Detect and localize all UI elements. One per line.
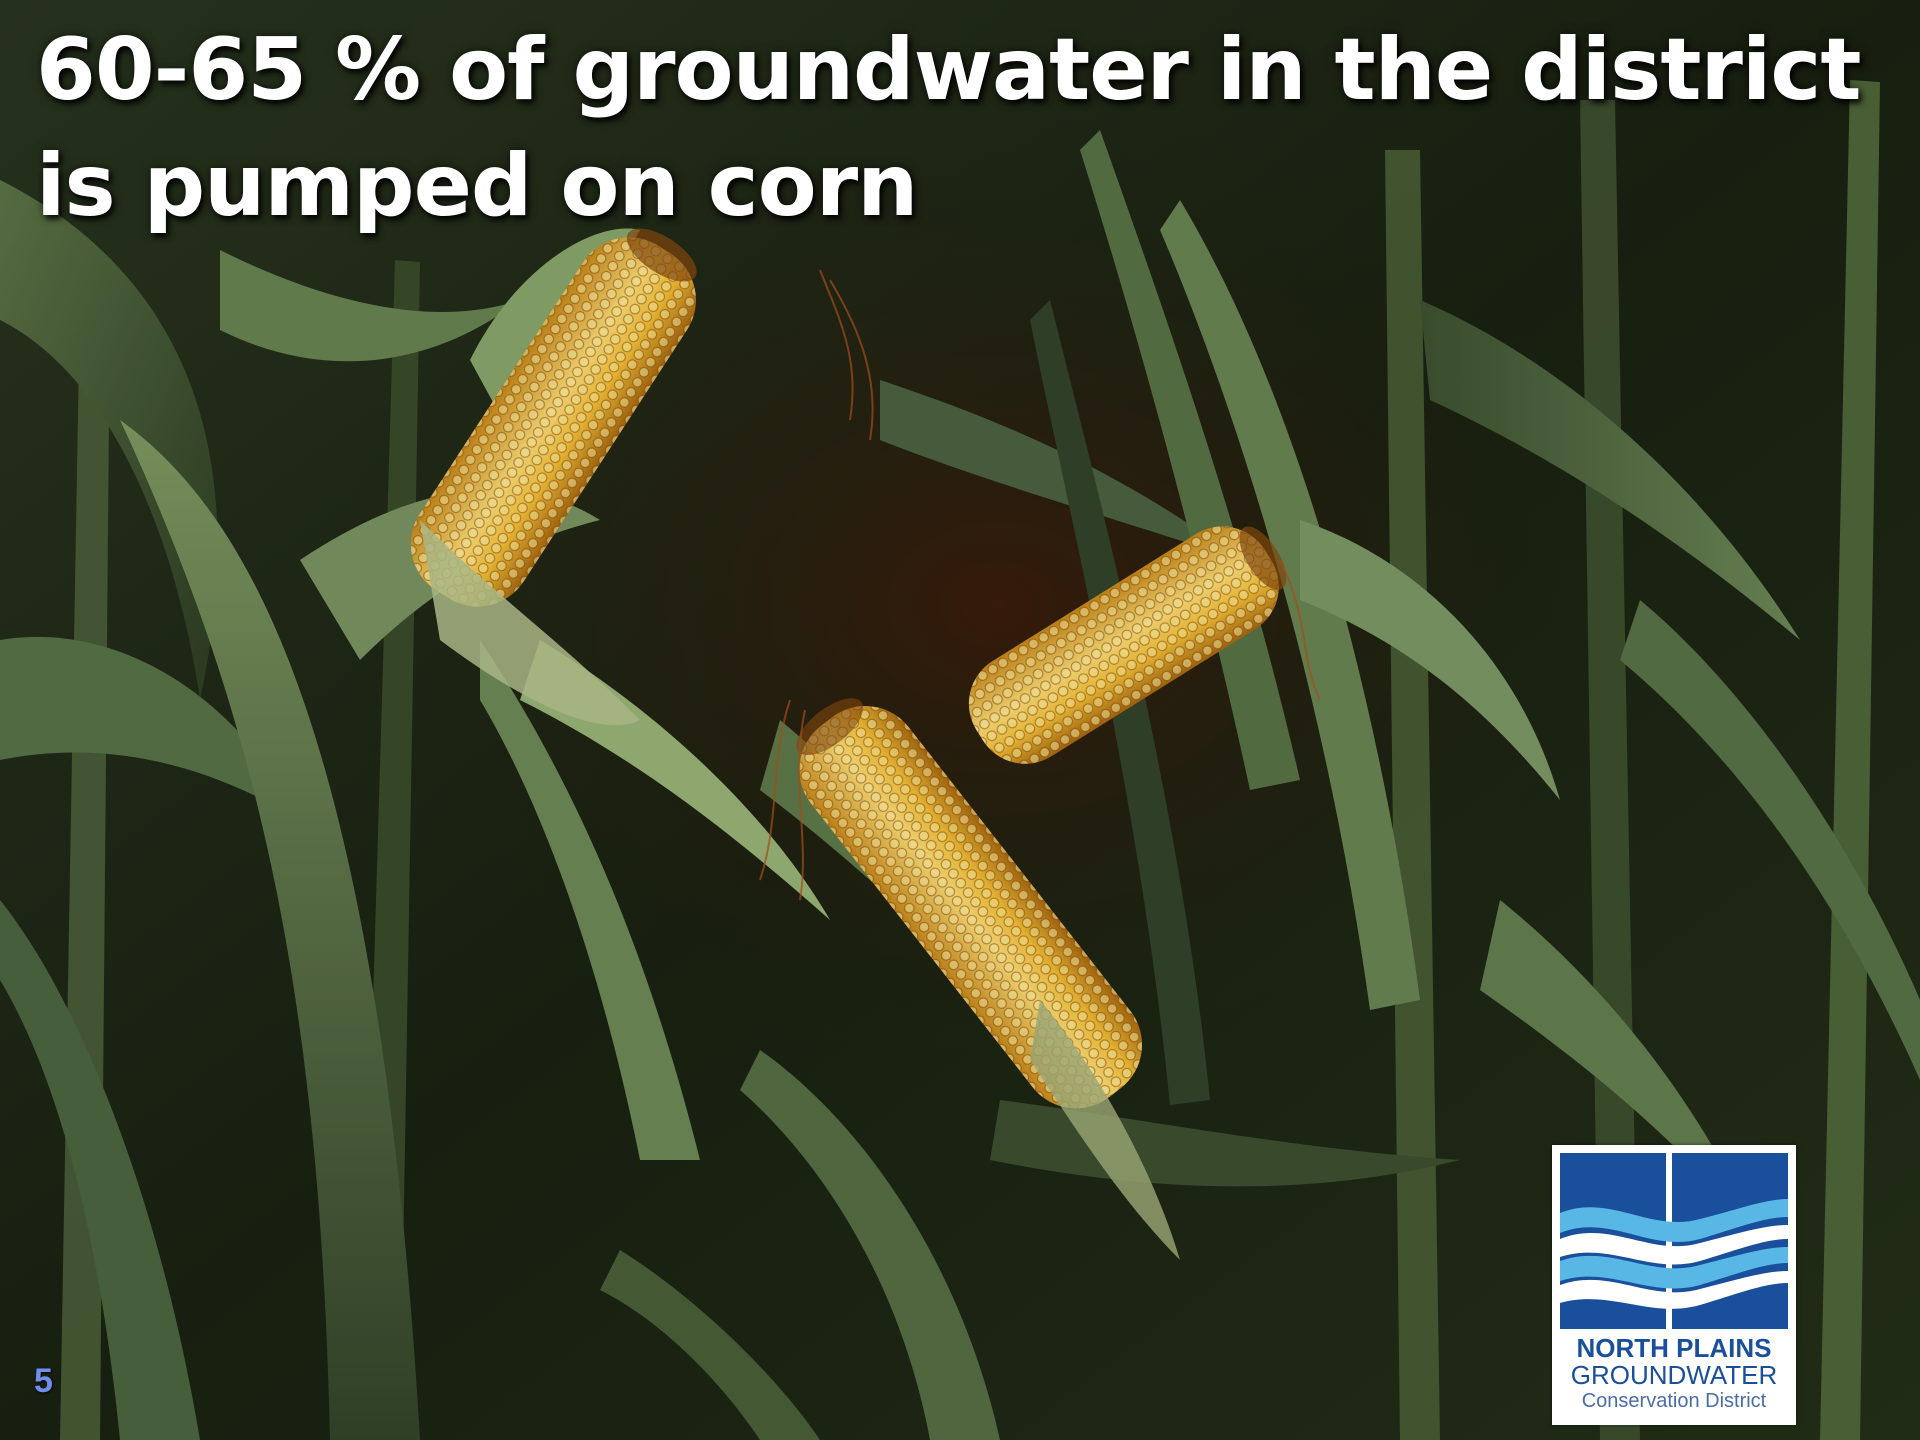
logo-text: NORTH PLAINS GROUNDWATER Conservation Di… (1560, 1335, 1788, 1411)
logo-line-2: GROUNDWATER (1570, 1360, 1778, 1390)
logo-line-1: NORTH PLAINS (1576, 1333, 1772, 1363)
page-number: 5 (34, 1362, 53, 1400)
district-logo: NORTH PLAINS GROUNDWATER Conservation Di… (1552, 1145, 1796, 1425)
logo-line-3: Conservation District (1581, 1390, 1767, 1412)
water-waves-icon (1560, 1153, 1788, 1329)
slide-title: 60-65 % of groundwater in the district i… (36, 20, 1861, 236)
